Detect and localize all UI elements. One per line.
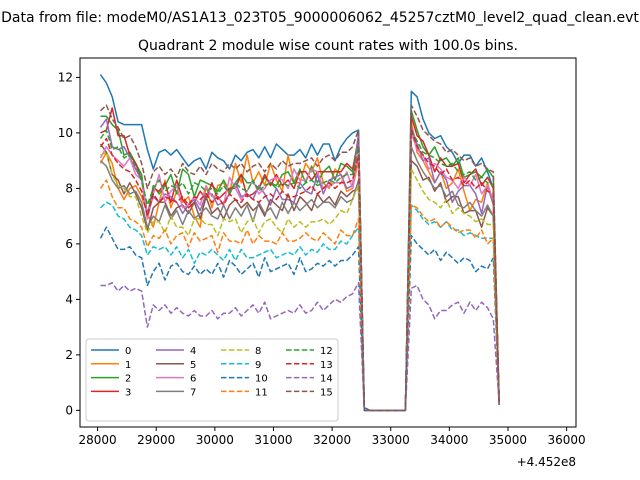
axes: 28000 29000 30000 31000 32000 33000 34000 35000… — [58, 57, 586, 447]
legend-label-3: 3 — [125, 387, 131, 398]
legend-label-6: 6 — [190, 374, 196, 385]
x-tick-label: 31000 — [254, 433, 292, 447]
series-line-12 — [99, 129, 500, 412]
legend-label-10: 10 — [255, 374, 268, 385]
series-line-0 — [99, 74, 500, 412]
x-tick-label: 35000 — [489, 433, 527, 447]
y-tick-label: 8 — [65, 181, 73, 195]
x-tick-label: 28000 — [78, 433, 116, 447]
x-tick-label: 36000 — [548, 433, 586, 447]
axes-frame — [79, 57, 577, 428]
series-line-10 — [99, 226, 500, 412]
legend-label-4: 4 — [190, 346, 196, 357]
legend-label-1: 1 — [125, 360, 131, 371]
y-tick-label: 4 — [65, 292, 73, 306]
y-tick-label: 2 — [65, 348, 73, 362]
plot-area — [99, 74, 500, 412]
x-offset-label: +4.452e8 — [517, 455, 576, 469]
series-line-11 — [99, 179, 500, 412]
legend-label-13: 13 — [320, 360, 333, 371]
legend-label-15: 15 — [320, 387, 333, 398]
series-line-2 — [100, 109, 500, 412]
chart-title: Quadrant 2 module wise count rates with … — [138, 38, 518, 54]
y-tick-label: 10 — [58, 126, 73, 140]
series-line-13 — [99, 129, 500, 412]
legend-label-11: 11 — [255, 387, 268, 398]
legend-label-7: 7 — [190, 387, 196, 398]
legend-label-0: 0 — [125, 346, 131, 357]
series-line-9 — [99, 201, 500, 412]
series-line-15 — [99, 104, 500, 412]
y-tick-label: 0 — [65, 403, 73, 417]
legend-label-9: 9 — [255, 360, 261, 371]
x-tick-label: 29000 — [137, 433, 175, 447]
series-line-8 — [100, 151, 500, 412]
x-tick-label: 33000 — [372, 433, 410, 447]
series-line-14 — [100, 281, 500, 412]
legend-label-8: 8 — [255, 346, 261, 357]
legend-label-12: 12 — [320, 346, 333, 357]
x-tick-label: 34000 — [430, 433, 468, 447]
x-tick-label: 32000 — [313, 433, 351, 447]
legend-box — [85, 338, 339, 422]
figure-suptitle: Data from file: modeM0/AS1A13_023T05_900… — [1, 10, 639, 26]
x-tick-label: 30000 — [196, 433, 234, 447]
series-line-4 — [99, 118, 500, 412]
y-tick-label: 6 — [65, 237, 73, 251]
legend-label-2: 2 — [125, 374, 131, 385]
y-tick-label: 12 — [58, 70, 73, 84]
series-line-7 — [99, 146, 500, 412]
legend-label-14: 14 — [320, 374, 333, 385]
legend-label-5: 5 — [190, 360, 196, 371]
